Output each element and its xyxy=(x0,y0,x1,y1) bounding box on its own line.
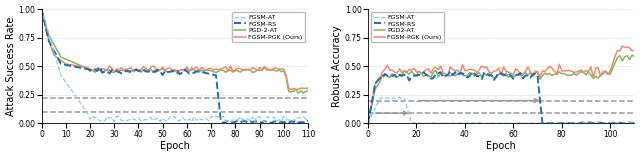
Legend: FGSM-AT, FGSM-RS, PGD-2-AT, FGSM-PGK (Ours): FGSM-AT, FGSM-RS, PGD-2-AT, FGSM-PGK (Ou… xyxy=(232,12,305,42)
Legend: FGSM-AT, FGSM-RS, PGD2-AT, FGSM-PGK (Ours): FGSM-AT, FGSM-RS, PGD2-AT, FGSM-PGK (Our… xyxy=(371,12,444,42)
X-axis label: Epoch: Epoch xyxy=(160,141,190,152)
Y-axis label: Attack Success Rate: Attack Success Rate xyxy=(6,16,15,116)
Y-axis label: Robust Accuracy: Robust Accuracy xyxy=(332,25,342,107)
X-axis label: Epoch: Epoch xyxy=(486,141,516,152)
